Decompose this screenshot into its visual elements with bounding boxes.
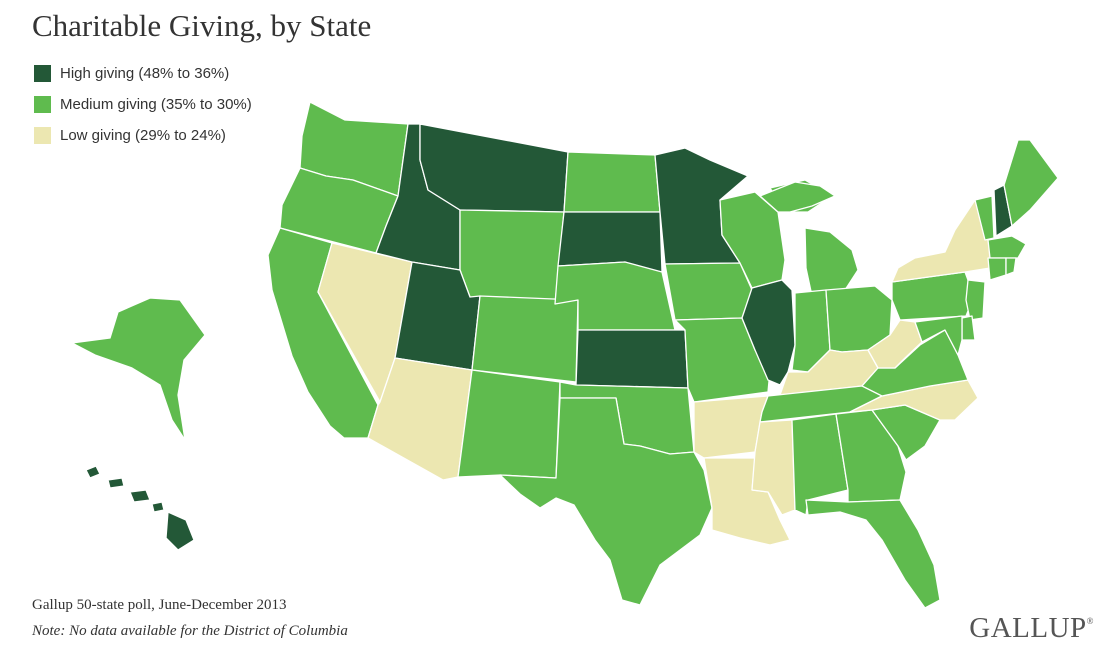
legend-item-low: Low giving (29% to 24%): [34, 124, 252, 146]
state-ks: [575, 329, 689, 389]
map-title: Charitable Giving, by State: [32, 8, 372, 43]
state-ri: [1005, 257, 1017, 276]
state-me: [1003, 139, 1059, 227]
state-wy: [459, 209, 565, 305]
gallup-logo: GALLUP®: [969, 612, 1094, 645]
legend-item-medium: Medium giving (35% to 30%): [34, 93, 252, 115]
state-mt: [419, 123, 569, 213]
state-ct: [987, 257, 1007, 281]
state-ma: [987, 235, 1027, 259]
state-hi-big-island: [165, 511, 195, 551]
state-nj: [965, 279, 986, 321]
legend-swatch-high: [34, 64, 51, 82]
state-co: [471, 295, 579, 383]
state-mi-upper: [759, 181, 836, 213]
state-hi-molokai: [151, 501, 165, 513]
state-nm: [457, 369, 561, 479]
legend: High giving (48% to 36%) Medium giving (…: [34, 62, 252, 155]
state-nd: [563, 151, 661, 213]
state-md: [914, 315, 963, 356]
legend-label-low: Low giving (29% to 24%): [60, 126, 226, 144]
legend-label-high: High giving (48% to 36%): [60, 64, 230, 82]
state-de: [961, 315, 976, 341]
state-tx: [499, 397, 713, 606]
dc-note: Note: No data available for the District…: [32, 623, 348, 639]
legend-swatch-low: [34, 126, 51, 144]
state-ia: [664, 262, 753, 321]
gallup-logo-text: GALLUP: [969, 612, 1087, 644]
legend-swatch-medium: [34, 95, 51, 113]
registered-mark-icon: ®: [1086, 616, 1094, 626]
state-il: [741, 279, 796, 386]
state-fl: [805, 499, 941, 609]
state-ak: [71, 297, 206, 441]
state-hi-maui: [129, 489, 151, 503]
state-mi-lower: [804, 227, 859, 297]
source-note: Gallup 50-state poll, June-December 2013: [32, 597, 287, 613]
state-hi-oahu: [107, 477, 125, 489]
legend-item-high: High giving (48% to 36%): [34, 62, 252, 84]
state-vt: [974, 195, 995, 241]
legend-label-medium: Medium giving (35% to 30%): [60, 95, 252, 113]
state-hi-kauai: [85, 465, 101, 479]
